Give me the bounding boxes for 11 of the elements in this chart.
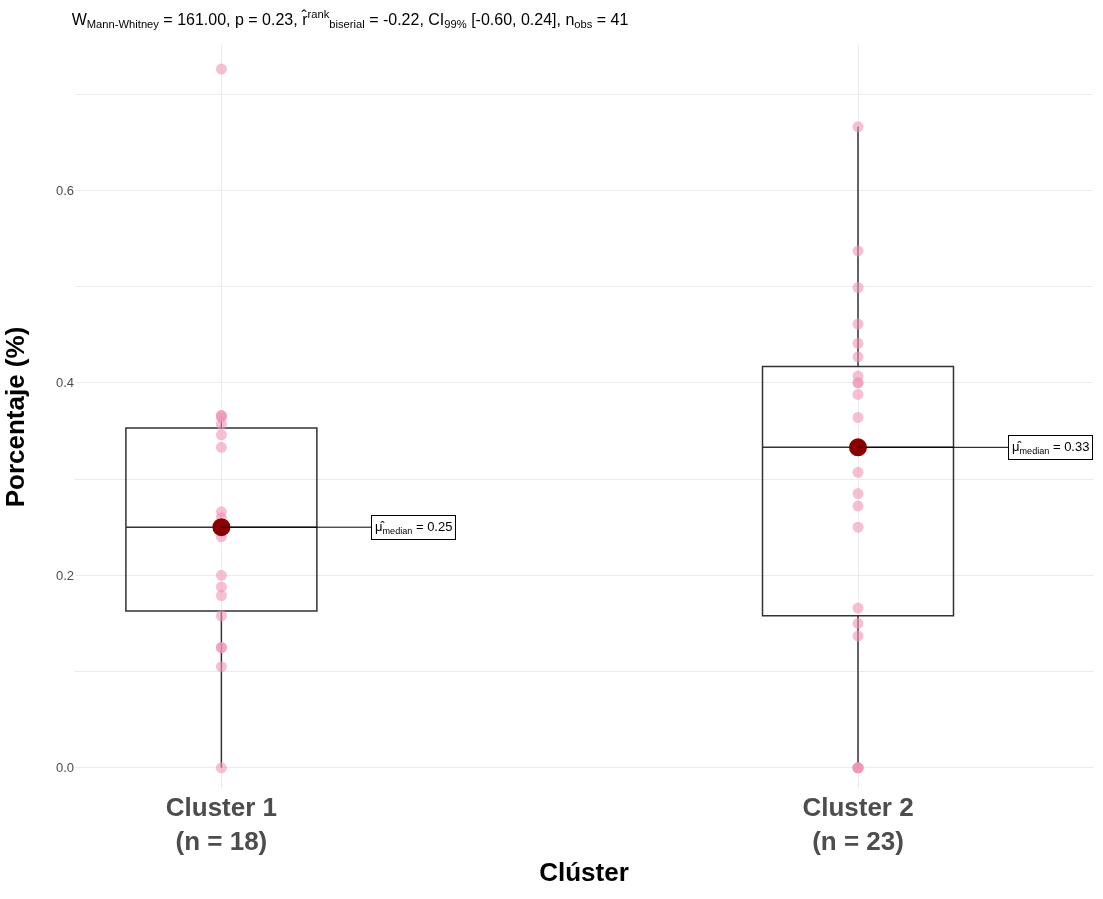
x-tick-label: Cluster 1 (n = 18) (165, 792, 278, 856)
y-tick-label: 0.0 (55, 760, 74, 776)
x-tick-label: Cluster 2 (n = 23) (802, 792, 914, 856)
y-tick-label: 0.4 (55, 375, 74, 391)
annotation: μ̂$_{median}$ = 0.33 (1012, 439, 1090, 456)
chart-title: W$_{Mann-Whitney}$ = 161.00, p = 0.23, r̂$^{rank}$$_{biserial}$ = -0.22, CI$_{99%}$ [-0.60, 0.24], n$_{obs}$ = 41 (71, 7, 629, 31)
annotation: μ̂$_{median}$ = 0.25 (375, 519, 453, 536)
y-axis-title: Porcentaje (%) (0, 326, 30, 508)
y-tick-label: 0.6 (55, 182, 74, 198)
x-axis-title: Clúster (539, 857, 629, 888)
y-tick-label: 0.2 (55, 567, 74, 583)
